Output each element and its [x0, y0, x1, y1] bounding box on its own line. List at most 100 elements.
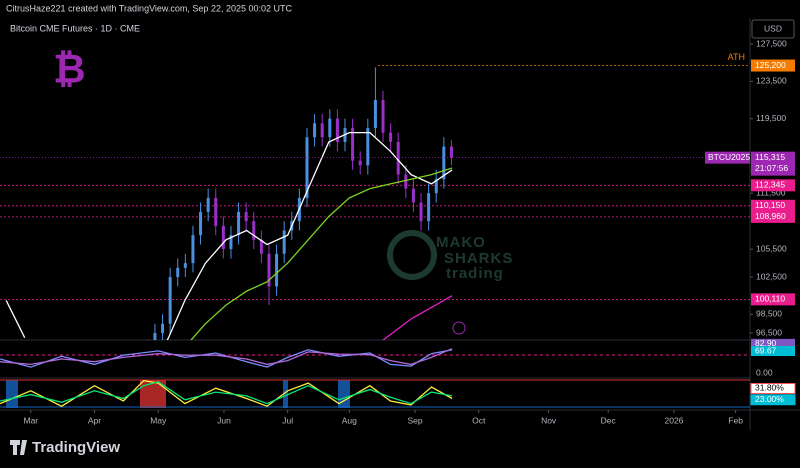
last-price-label: 115,315	[755, 152, 785, 162]
x-tick-label: May	[150, 415, 167, 425]
candle-body	[449, 146, 453, 158]
y-tick-label: 123,500	[756, 76, 787, 86]
stoch-line	[0, 379, 453, 407]
level-box	[751, 199, 795, 212]
candle-body	[313, 123, 317, 138]
candle-body	[305, 137, 309, 198]
x-tick-label: Jul	[282, 415, 293, 425]
y-tick-label: 96,500	[756, 327, 782, 337]
candle-body	[366, 127, 370, 166]
candle-body	[221, 225, 225, 250]
symbol-box	[705, 151, 750, 164]
stoch-label: 23.00%	[755, 394, 784, 404]
candle-body	[335, 118, 339, 142]
level-box	[751, 179, 795, 192]
countdown: 21:07:56	[755, 163, 788, 173]
x-tick-label: Sep	[408, 415, 423, 425]
footer: TradingView	[32, 439, 120, 456]
level-label: 110,150	[755, 200, 785, 210]
level-box	[751, 59, 795, 72]
candle-body	[153, 333, 157, 340]
candle-body	[282, 230, 286, 254]
candle-body	[252, 221, 256, 240]
candle-body	[442, 146, 446, 180]
level-label: 100,110	[755, 294, 785, 304]
watermark: MAKO	[436, 234, 486, 251]
x-tick-label: Oct	[472, 415, 486, 425]
x-tick-label: Dec	[601, 415, 617, 425]
candle-body	[404, 174, 408, 189]
level-label: 125,200	[755, 60, 786, 70]
candle-body	[320, 123, 324, 138]
x-tick-label: Aug	[342, 415, 357, 425]
stoch-band	[283, 380, 288, 408]
price-box	[751, 151, 795, 176]
watermark: SHARKS	[444, 250, 513, 267]
candle-body	[183, 263, 187, 268]
level-box	[751, 293, 795, 306]
stoch-box	[750, 394, 796, 406]
x-tick-label: 2026	[665, 415, 684, 425]
candle-body	[176, 267, 180, 278]
rsi-label: 82.90	[755, 338, 777, 348]
rsi-box	[751, 338, 795, 349]
candle-body	[237, 211, 241, 236]
candle-body	[259, 239, 263, 254]
watermark-icon	[387, 230, 437, 280]
candle-body	[328, 118, 332, 138]
moving-average	[5, 131, 453, 340]
candle-body	[229, 235, 233, 250]
rsi-box	[751, 346, 795, 357]
event-icon[interactable]	[452, 321, 466, 335]
candle-body	[396, 141, 400, 175]
moving-average	[382, 295, 453, 340]
y-tick-label: 105,500	[756, 243, 787, 253]
candle-body	[411, 188, 415, 203]
candle-body	[214, 197, 218, 226]
y-tick-label: 127,500	[756, 38, 787, 48]
candle-body	[206, 197, 210, 212]
candle-body	[434, 179, 438, 194]
logo: ₿	[53, 48, 86, 92]
candle-body	[373, 100, 377, 128]
x-tick-label: Feb	[728, 415, 743, 425]
stoch-box	[750, 382, 796, 394]
candle-body	[389, 132, 393, 142]
candle-body	[267, 253, 271, 287]
rsi-label: 69.67	[755, 345, 777, 355]
rsi-line	[0, 349, 453, 368]
candle-body	[427, 193, 431, 222]
candle-body	[381, 100, 385, 133]
stoch-band	[338, 380, 350, 408]
level-box	[751, 210, 795, 223]
x-tick-label: Mar	[24, 415, 39, 425]
y-tick-label: 119,500	[756, 113, 786, 123]
currency-box[interactable]	[751, 19, 795, 39]
level-name: ATH	[728, 52, 745, 62]
rsi-line	[0, 348, 453, 366]
chart-title: Bitcoin CME Futures · 1D · CME	[10, 23, 140, 33]
moving-average	[190, 167, 453, 340]
candle-body	[351, 127, 355, 161]
y-tick-label: 98,500	[756, 309, 782, 319]
level-label: 112,345	[755, 180, 785, 190]
candle-body	[168, 277, 172, 324]
pane-label: 0.00	[756, 367, 773, 377]
stoch-line	[0, 381, 453, 405]
candle-body	[275, 253, 279, 287]
footer-logo	[10, 440, 27, 455]
y-tick-label: 111,500	[756, 187, 786, 197]
stoch-band	[6, 380, 18, 408]
candle-body	[191, 235, 195, 264]
level-label: 108,960	[755, 211, 786, 221]
candle-body	[358, 160, 362, 166]
x-tick-label: Jun	[217, 415, 231, 425]
x-tick-label: Apr	[88, 415, 101, 425]
candle-body	[244, 211, 248, 222]
y-tick-label: 102,500	[756, 271, 787, 281]
x-tick-label: Nov	[541, 415, 557, 425]
candle-body	[419, 202, 423, 222]
currency: USD	[764, 23, 782, 33]
candle-body	[199, 211, 203, 236]
